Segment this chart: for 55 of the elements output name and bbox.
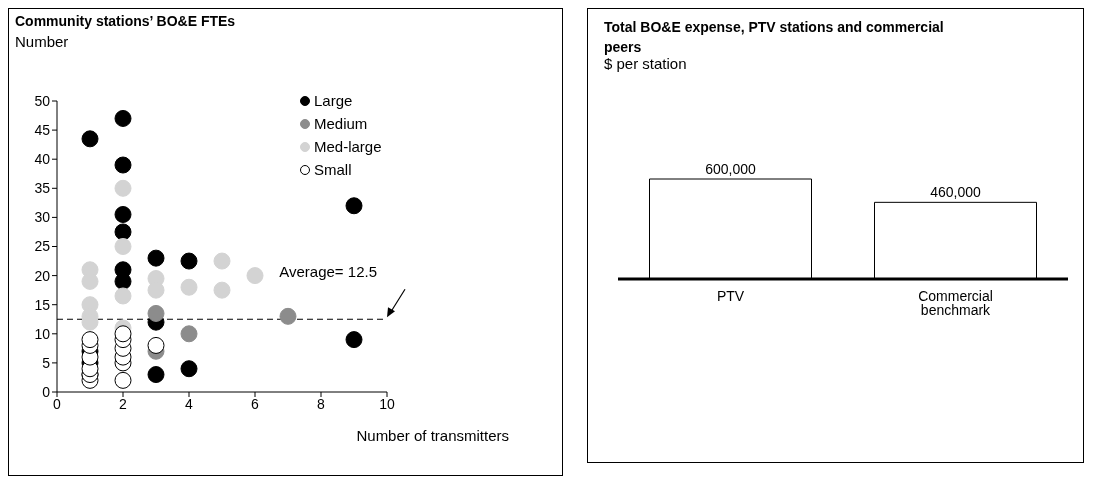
x-tick-label: 0 (53, 395, 62, 412)
y-tick-label: 30 (34, 209, 51, 226)
point (114, 109, 132, 127)
point (114, 238, 132, 255)
x-tick-label: 2 (119, 395, 128, 412)
point (180, 252, 198, 270)
point (147, 366, 165, 384)
x-tick-label: 6 (251, 395, 260, 412)
x-tick-label: PTV (716, 287, 745, 304)
point (180, 278, 198, 296)
point (213, 252, 231, 270)
data-label: 600,000 (705, 161, 757, 177)
point (114, 287, 132, 305)
x-tick-label: 8 (317, 395, 326, 412)
legend-label: Medium (314, 115, 368, 132)
point (147, 336, 165, 354)
x-tick-label: 10 (379, 395, 395, 412)
point (279, 307, 297, 325)
y-tick-label: 5 (42, 354, 51, 371)
point (180, 325, 198, 343)
chart-subtitle: $ per station (604, 55, 687, 72)
data-label: 460,000 (930, 184, 982, 201)
point (180, 360, 198, 378)
y-tick-label: 15 (34, 296, 51, 313)
y-tick-label: 10 (34, 325, 51, 342)
point (246, 267, 264, 285)
point (114, 223, 132, 241)
y-tick-label: 25 (34, 238, 51, 255)
legend-label: Large (314, 92, 353, 109)
legend-label: Med-large (314, 138, 382, 155)
point (114, 325, 132, 343)
chart-title: Community stations’ BO&E FTEs (15, 13, 236, 29)
point (147, 304, 165, 322)
y-tick-label: 0 (42, 383, 51, 400)
point (345, 331, 363, 349)
point (81, 331, 99, 349)
point (147, 249, 165, 267)
y-tick-label: 35 (34, 180, 51, 197)
x-tick-label: 4 (185, 395, 194, 412)
y-tick-label: 40 (34, 151, 51, 168)
chart-subtitle: Number (15, 33, 69, 50)
x-axis-title: Number of transmitters (355, 427, 509, 444)
point (213, 281, 231, 299)
point (81, 130, 99, 148)
y-tick-label: 50 (34, 92, 51, 109)
legend-label: Small (314, 161, 352, 178)
x-tick-label: Commercial benchmark (918, 287, 993, 318)
y-tick-label: 20 (34, 267, 51, 284)
point (114, 205, 132, 223)
chart-title: Total BO&E expense, PTV stations and commercial peers (604, 18, 944, 57)
ref-line-label: Average= 12.5 (279, 263, 377, 281)
point (114, 179, 132, 197)
y-tick-label: 45 (34, 122, 51, 139)
point (345, 197, 363, 215)
point (114, 156, 132, 174)
